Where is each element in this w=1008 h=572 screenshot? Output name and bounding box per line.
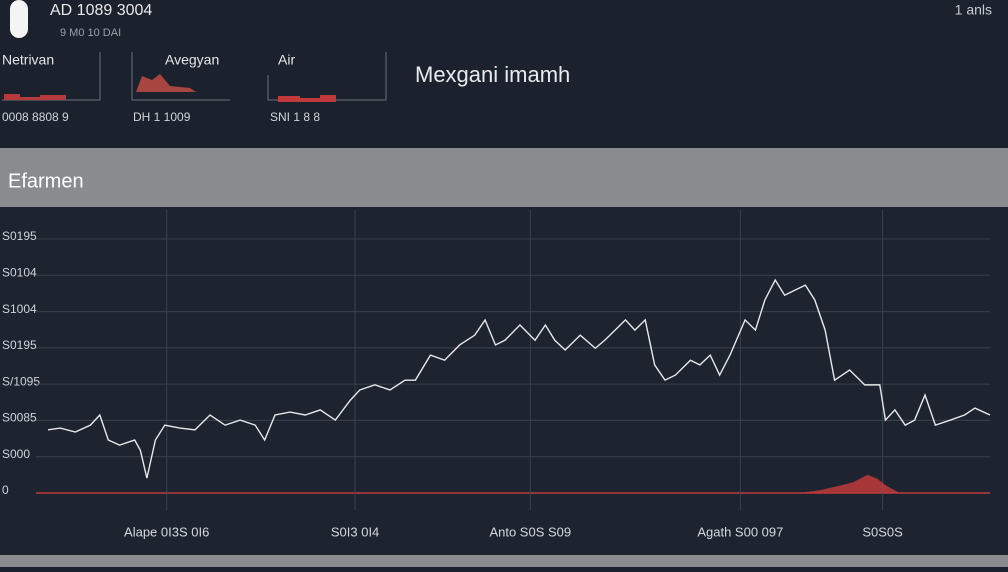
panel-footer: DH 1 1009 — [133, 110, 191, 124]
panel: Netrivan 0008 8808 9 — [2, 52, 101, 124]
panel-spark — [136, 74, 196, 92]
y-tick-label: 0 — [2, 483, 9, 497]
y-tick-label: S0104 — [2, 265, 37, 279]
page-title: Mexgani imamh — [415, 62, 570, 87]
panel: Air SNI 1 8 8 — [267, 52, 387, 124]
header-corner: 1 anls — [955, 2, 992, 18]
panel-label: Netrivan — [2, 52, 54, 68]
y-tick-label: S1004 — [2, 302, 37, 316]
footer-bar — [0, 555, 1008, 567]
y-tick-label: S000 — [2, 447, 30, 461]
panel-spark — [278, 95, 336, 102]
panel-frame — [131, 52, 230, 101]
y-tick-label: S/1095 — [2, 374, 40, 388]
panel-label: Air — [278, 52, 295, 68]
header-bg — [0, 0, 1008, 148]
y-tick-label: S0195 — [2, 338, 37, 352]
panel: Avegyan DH 1 1009 — [131, 52, 230, 124]
chart-bg — [0, 207, 1008, 555]
header-subtitle: 9 M0 10 DAI — [60, 27, 121, 39]
plot: 0 S000 S0085 S/1095 S0195 S1004 S0104 S0195 Alap… — [2, 210, 991, 539]
data-area — [799, 474, 900, 493]
y-tick-label: S0085 — [2, 411, 37, 425]
section-bar — [0, 148, 1008, 207]
panel-spark — [4, 94, 66, 100]
panel-footer: 0008 8808 9 — [2, 110, 69, 124]
header-title: AD 1089 3004 — [50, 2, 152, 19]
section-title: Efarmen — [8, 170, 84, 192]
panel-label: Avegyan — [165, 52, 219, 68]
y-tick-label: S0195 — [2, 229, 37, 243]
x-tick-label: Anto S0S S09 — [489, 524, 571, 539]
x-tick-label: Alape 0I3S 0I6 — [124, 524, 209, 539]
x-tick-label: Agath S00 097 — [697, 524, 783, 539]
x-tick-label: S0S0S — [862, 524, 903, 539]
pill-icon — [10, 0, 28, 38]
panel-footer: SNI 1 8 8 — [270, 110, 320, 124]
data-line — [47, 278, 991, 479]
x-tick-label: S0I3 0I4 — [331, 524, 379, 539]
